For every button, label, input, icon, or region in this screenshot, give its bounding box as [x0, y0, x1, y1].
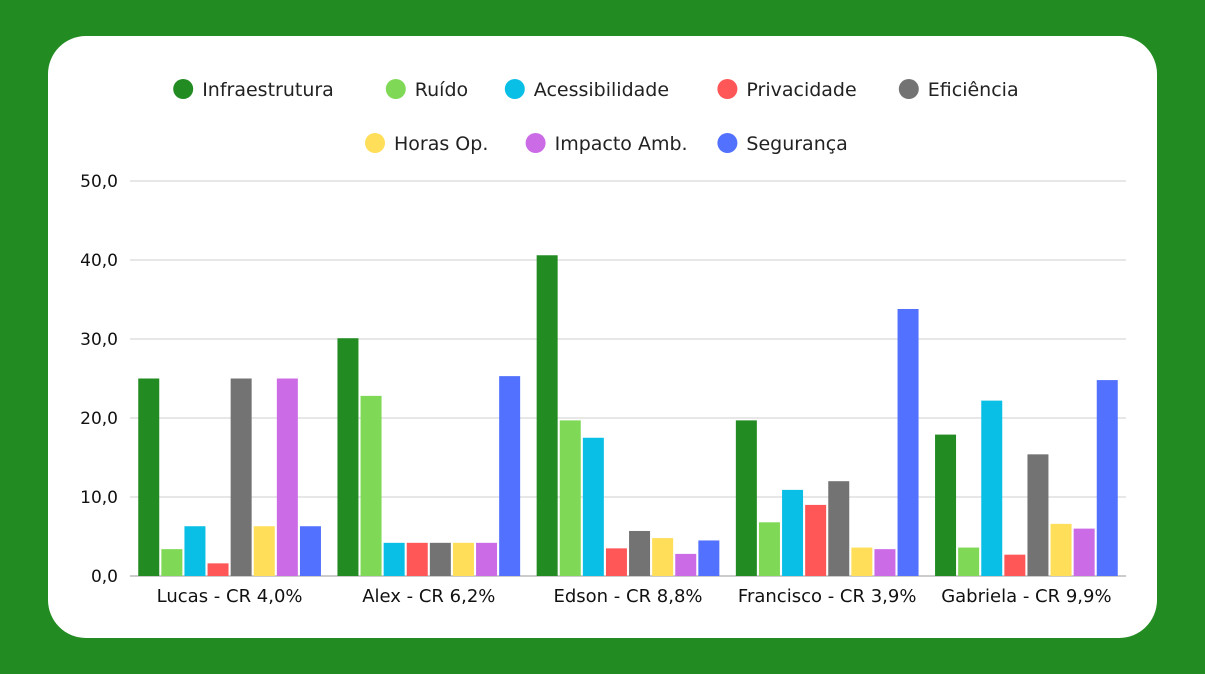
- bar-eficiencia: [629, 530, 651, 576]
- legend-marker: [173, 79, 194, 99]
- legend-label: Privacidade: [746, 79, 856, 101]
- legend-label: Infraestrutura: [202, 79, 334, 101]
- bars: [138, 255, 1118, 576]
- bar-ruido: [161, 549, 183, 576]
- bar-infraestrutura: [536, 255, 558, 576]
- legend-label: Segurança: [746, 133, 847, 155]
- bar-privacidade: [605, 548, 627, 576]
- bar-horas-op: [253, 526, 275, 576]
- bar-seguranca: [499, 376, 521, 576]
- bar-impacto-amb: [874, 549, 896, 576]
- y-tick-label: 0,0: [91, 567, 118, 587]
- legend-marker: [717, 79, 738, 99]
- legend-item-acessibilidade: Acessibilidade: [504, 79, 669, 101]
- legend: Infraestrutura Ruído Acessibilidade Privaci…: [173, 79, 1019, 155]
- legend-item-eficiencia: Eficiência: [898, 79, 1019, 101]
- bar-horas-op: [652, 538, 674, 576]
- legend-marker: [525, 133, 546, 153]
- legend-item-impacto-amb: Impacto Amb.: [525, 133, 688, 155]
- bar-impacto-amb: [675, 553, 697, 576]
- legend-marker: [365, 133, 385, 153]
- bar-ruido: [559, 420, 581, 576]
- legend-label: Ruído: [415, 79, 468, 101]
- bar-infraestrutura: [735, 420, 757, 576]
- bar-impacto-amb: [476, 542, 498, 576]
- legend-item-horas-op: Horas Op.: [365, 133, 488, 155]
- bar-infraestrutura: [138, 378, 160, 576]
- legend-item-seguranca: Segurança: [717, 133, 848, 155]
- y-axis-ticks: 0,0 10,0 20,0 30,0 40,0 50,0: [80, 172, 118, 587]
- legend-label: Horas Op.: [394, 133, 488, 155]
- legend-item-infraestrutura: Infraestrutura: [173, 79, 334, 101]
- bar-eficiencia: [230, 378, 252, 576]
- legend-label: Impacto Amb.: [555, 133, 688, 155]
- bar-acessibilidade: [782, 489, 804, 576]
- bar-privacidade: [207, 563, 229, 576]
- bar-impacto-amb: [276, 378, 298, 576]
- legend-label: Acessibilidade: [534, 79, 669, 101]
- bar-seguranca: [1096, 380, 1118, 576]
- legend-marker: [385, 79, 406, 99]
- bar-acessibilidade: [981, 400, 1003, 576]
- legend-item-privacidade: Privacidade: [717, 79, 857, 101]
- bar-ruido: [758, 522, 780, 576]
- legend-marker: [504, 79, 525, 99]
- bar-seguranca: [897, 308, 919, 576]
- bar-acessibilidade: [582, 437, 604, 576]
- bar-privacidade: [406, 542, 428, 576]
- bar-chart: Infraestrutura Ruído Acessibilidade Privaci…: [80, 79, 1126, 607]
- legend-marker: [898, 79, 919, 99]
- y-tick-label: 10,0: [80, 488, 118, 508]
- y-tick-label: 20,0: [80, 409, 118, 429]
- bar-privacidade: [805, 504, 827, 576]
- bar-infraestrutura: [935, 434, 957, 576]
- bar-acessibilidade: [184, 526, 206, 576]
- chart-card: Infraestrutura Ruído Acessibilidade Privaci…: [48, 36, 1157, 638]
- bar-ruido: [958, 547, 980, 576]
- y-tick-label: 50,0: [80, 172, 118, 192]
- x-axis-labels: Lucas - CR 4,0% Alex - CR 6,2% Edson - CR …: [157, 586, 1112, 607]
- x-category-label: Edson - CR 8,8%: [553, 586, 702, 607]
- x-category-label: Lucas - CR 4,0%: [157, 586, 303, 607]
- bar-acessibilidade: [383, 542, 405, 576]
- bar-horas-op: [1050, 523, 1072, 576]
- bar-eficiencia: [1027, 454, 1049, 576]
- y-tick-label: 30,0: [80, 330, 118, 350]
- legend-item-ruido: Ruído: [385, 79, 468, 101]
- bar-horas-op: [851, 547, 873, 576]
- x-category-label: Alex - CR 6,2%: [362, 586, 495, 607]
- legend-marker: [717, 133, 738, 153]
- x-category-label: Gabriela - CR 9,9%: [941, 586, 1111, 607]
- bar-infraestrutura: [337, 338, 359, 576]
- bar-impacto-amb: [1073, 528, 1095, 576]
- legend-label: Eficiência: [928, 79, 1019, 101]
- bar-privacidade: [1004, 554, 1026, 576]
- bar-ruido: [360, 395, 382, 576]
- bar-eficiencia: [828, 481, 850, 576]
- bar-seguranca: [299, 526, 321, 576]
- bar-horas-op: [452, 542, 474, 576]
- bar-seguranca: [698, 540, 720, 576]
- bar-eficiencia: [429, 542, 451, 576]
- y-tick-label: 40,0: [80, 251, 118, 271]
- x-category-label: Francisco - CR 3,9%: [738, 586, 917, 607]
